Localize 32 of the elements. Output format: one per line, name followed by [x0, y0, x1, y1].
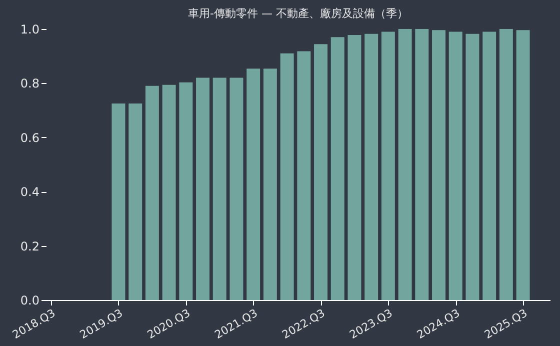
bar [516, 30, 530, 300]
bar [398, 29, 412, 300]
bar [432, 30, 446, 300]
bar [128, 104, 142, 300]
bar [112, 104, 126, 300]
bar [179, 82, 193, 300]
bar [145, 86, 159, 300]
bar [415, 29, 429, 300]
y-tick-label: 0.2 [20, 239, 40, 254]
bar [297, 51, 311, 300]
bar [381, 32, 395, 300]
bar [280, 53, 294, 300]
bar [196, 78, 210, 300]
bar [230, 78, 244, 300]
bar [466, 34, 480, 300]
y-tick-label: 0.8 [20, 76, 40, 91]
bar [448, 32, 462, 300]
bar [499, 29, 513, 300]
chart-title: 車用-傳動零件 — 不動產、廠房及設備（季） [188, 7, 408, 20]
bar [482, 32, 496, 300]
bar [364, 34, 378, 300]
bar [162, 84, 176, 300]
bar [263, 68, 277, 300]
y-tick-label: 0.0 [20, 294, 40, 308]
bar [348, 34, 362, 300]
y-tick-label: 0.6 [20, 130, 40, 145]
bar [212, 78, 226, 300]
bar [314, 44, 328, 300]
y-tick-label: 0.4 [20, 185, 40, 200]
bar [330, 37, 344, 300]
bar [246, 68, 260, 300]
y-tick-label: 1.0 [20, 22, 40, 36]
